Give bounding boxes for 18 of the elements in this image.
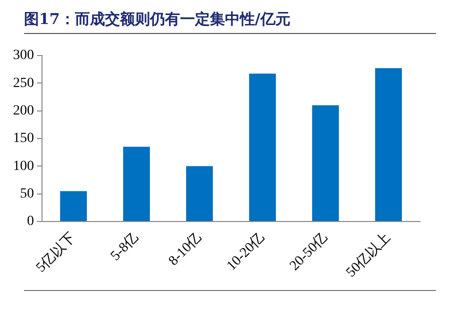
bar: [60, 191, 87, 222]
x-tick-label: 50亿以上: [343, 230, 394, 280]
y-tick-label: 200: [13, 103, 34, 118]
y-tick-label: 0: [27, 214, 34, 230]
y-tick-label: 50: [20, 186, 34, 202]
y-tick-label: 300: [13, 48, 34, 64]
bar: [375, 68, 402, 222]
x-tick-label: 5亿以下: [32, 230, 79, 276]
bar: [123, 146, 150, 222]
bar: [249, 74, 276, 222]
chart-title: 图17：而成交额则仍有一定集中性/亿元: [24, 10, 436, 34]
y-tick-label: 150: [13, 131, 34, 146]
bar: [312, 105, 339, 222]
y-tick-label: 100: [13, 158, 34, 174]
y-tick-label: 250: [13, 76, 34, 91]
x-tick-label: 8-10亿: [166, 230, 205, 269]
x-tick-label: 5-8亿: [108, 230, 142, 264]
bar: [186, 166, 213, 222]
